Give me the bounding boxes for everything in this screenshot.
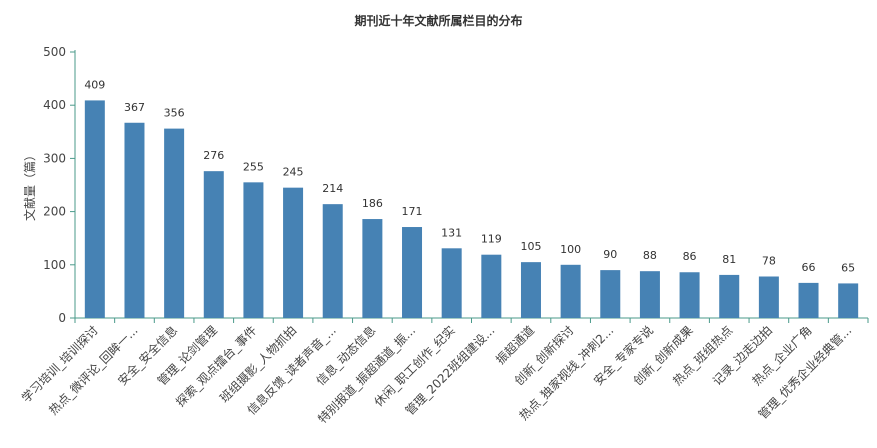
bar [719,274,740,318]
y-tick-label: 300 [43,151,66,165]
bar [84,100,105,318]
bar [441,248,462,318]
data-label: 186 [362,197,383,210]
data-label: 255 [243,160,264,173]
bar [362,219,383,318]
data-label: 131 [441,226,462,239]
data-label: 81 [722,253,736,266]
data-label: 100 [560,243,581,256]
bar [203,171,224,318]
data-label: 66 [802,261,816,274]
y-axis-title: 文献量（篇） [22,149,37,221]
data-label: 65 [841,261,855,274]
data-label: 214 [322,182,343,195]
data-label: 356 [164,107,185,120]
data-label: 86 [683,250,697,263]
bar [560,264,581,318]
bar [402,227,423,318]
data-label: 276 [203,149,224,162]
bar [164,128,185,318]
bar [838,283,859,318]
y-tick-label: 200 [43,205,66,219]
x-tick-label: 班组摄影_人物抓拍 [216,323,299,406]
data-label: 171 [402,205,423,218]
data-labels: 409 367 356 276 255 245 214 186 171 131 119 105 100 9… [84,78,855,274]
bar [639,271,660,318]
y-tick-label: 500 [43,45,66,59]
x-tick-label: 学习培训_培训探讨 [18,323,101,406]
y-tick-label: 0 [58,311,66,325]
bar [600,270,621,318]
bar [481,254,502,318]
data-label: 119 [481,233,502,246]
data-label: 88 [643,249,657,262]
bar [283,187,304,318]
bars [84,100,859,318]
y-tick-label: 100 [43,258,66,272]
data-label: 245 [283,166,304,179]
data-label: 409 [84,78,105,91]
data-label: 367 [124,101,145,114]
bar [124,122,145,318]
bar [679,272,700,318]
y-axis: 0 100 200 300 400 500 [43,45,76,325]
data-label: 90 [603,248,617,261]
bar [758,276,779,318]
data-label: 105 [520,240,541,253]
bar [243,182,264,318]
bar [322,204,343,318]
x-axis: 学习培训_培训探讨热点_微评论_回眸一...安全_安全信息管理_论剑管理探索_观… [18,317,869,426]
y-tick-label: 400 [43,98,66,112]
chart-title: 期刊近十年文献所属栏目的分布 [354,14,523,28]
bar [520,262,541,318]
bar [798,282,819,318]
data-label: 78 [762,255,776,268]
